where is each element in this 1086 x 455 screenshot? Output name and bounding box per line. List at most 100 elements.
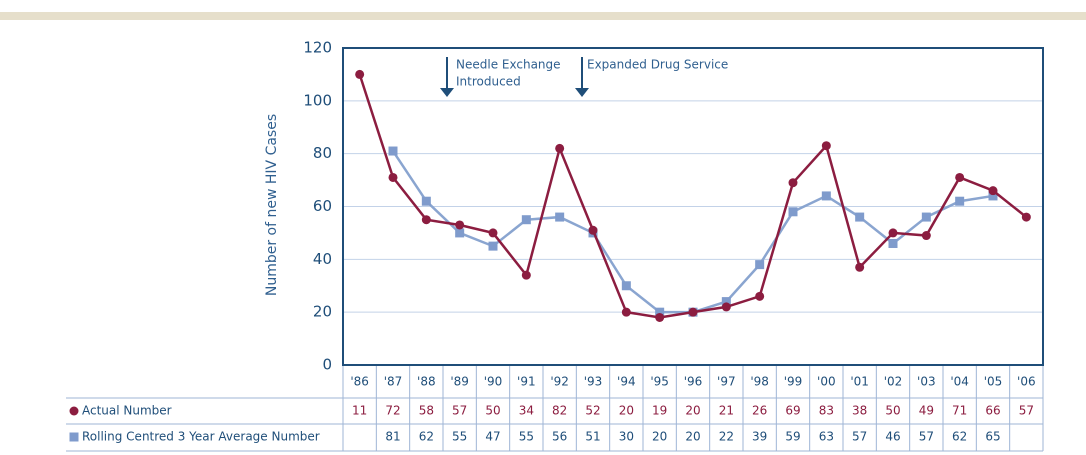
legend-marker xyxy=(69,406,79,416)
annotation: Expanded Drug Service xyxy=(587,58,728,72)
table-cell: 38 xyxy=(852,404,867,418)
table-cell: 65 xyxy=(985,430,1000,444)
table-cell: 55 xyxy=(519,430,534,444)
point xyxy=(988,186,998,196)
x-tick-label: '95 xyxy=(650,375,669,389)
table-cell: 20 xyxy=(685,430,700,444)
point xyxy=(355,69,365,79)
table-cell: 57 xyxy=(452,404,467,418)
x-tick-label: '88 xyxy=(417,375,436,389)
x-tick-label: '98 xyxy=(750,375,769,389)
table-cell: 71 xyxy=(952,404,967,418)
point xyxy=(455,228,465,238)
point xyxy=(721,302,731,312)
table-cell: 63 xyxy=(819,430,834,444)
x-tick-label: '01 xyxy=(850,375,869,389)
y-tick-label: 60 xyxy=(313,197,332,215)
x-tick-label: '06 xyxy=(1017,375,1036,389)
table-cell: 69 xyxy=(785,404,800,418)
x-tick-label: '00 xyxy=(817,375,836,389)
table-cell: 82 xyxy=(552,404,567,418)
legend-label: Rolling Centred 3 Year Average Number xyxy=(82,430,320,444)
table-cell: 22 xyxy=(719,430,734,444)
point xyxy=(921,231,931,241)
point xyxy=(588,225,598,235)
series-line xyxy=(358,74,1028,319)
table-cell: 58 xyxy=(419,404,434,418)
x-tick-label: '03 xyxy=(917,375,936,389)
x-tick-label: '04 xyxy=(950,375,969,389)
point xyxy=(755,291,765,301)
point xyxy=(755,260,765,270)
point xyxy=(821,141,831,151)
point xyxy=(655,307,665,317)
point xyxy=(388,172,398,182)
y-axis-label: Number of new HIV Cases xyxy=(264,114,280,296)
point xyxy=(721,297,731,307)
point xyxy=(888,228,898,238)
table-cell: 11 xyxy=(352,404,367,418)
table-cell: 62 xyxy=(952,430,967,444)
point xyxy=(788,178,798,188)
annotation: Introduced xyxy=(456,75,521,89)
table-cell: 20 xyxy=(619,404,634,418)
annotation-arrowhead xyxy=(575,88,589,97)
table-cell: 47 xyxy=(485,430,500,444)
point xyxy=(821,191,831,201)
y-tick-label: 20 xyxy=(313,303,332,321)
annotation-arrowhead xyxy=(440,88,454,97)
table-cell: 21 xyxy=(719,404,734,418)
table-cell: 20 xyxy=(685,404,700,418)
point xyxy=(555,212,565,222)
table-cell: 49 xyxy=(919,404,934,418)
point xyxy=(688,307,698,317)
plot-frame xyxy=(342,47,1044,366)
x-tick-label: '87 xyxy=(384,375,403,389)
x-tick-label: '94 xyxy=(617,375,636,389)
point xyxy=(521,270,531,280)
table-cell: 72 xyxy=(385,404,400,418)
table-cell: 62 xyxy=(419,430,434,444)
y-tick-label: 120 xyxy=(303,39,332,57)
table-cell: 81 xyxy=(385,430,400,444)
table-cell: 57 xyxy=(919,430,934,444)
point xyxy=(521,215,531,225)
point xyxy=(955,172,965,182)
table-cell: 19 xyxy=(652,404,667,418)
point xyxy=(655,312,665,322)
x-tick-label: '02 xyxy=(884,375,903,389)
table-cell: 30 xyxy=(619,430,634,444)
x-tick-label: '96 xyxy=(684,375,703,389)
table-cell: 66 xyxy=(985,404,1000,418)
point xyxy=(621,307,631,317)
top-band xyxy=(0,12,1086,20)
point xyxy=(1021,212,1031,222)
point xyxy=(421,196,431,206)
x-tick-label: '05 xyxy=(984,375,1003,389)
y-tick-label: 40 xyxy=(313,250,332,268)
legend-marker xyxy=(69,432,79,442)
point xyxy=(855,262,865,272)
table-cell: 56 xyxy=(552,430,567,444)
x-tick-label: '89 xyxy=(450,375,469,389)
x-tick-label: '92 xyxy=(550,375,569,389)
table-cell: 26 xyxy=(752,404,767,418)
point xyxy=(788,207,798,217)
point xyxy=(888,238,898,248)
point xyxy=(555,143,565,153)
table-cell: 59 xyxy=(785,430,800,444)
point xyxy=(488,228,498,238)
table-cell: 50 xyxy=(885,404,900,418)
x-tick-label: '97 xyxy=(717,375,736,389)
y-tick-label: 80 xyxy=(313,144,332,162)
x-tick-label: '86 xyxy=(350,375,369,389)
point xyxy=(488,241,498,251)
x-tick-label: '91 xyxy=(517,375,536,389)
point xyxy=(388,146,398,156)
point xyxy=(621,281,631,291)
table-cell: 51 xyxy=(585,430,600,444)
x-tick-label: '90 xyxy=(484,375,503,389)
point xyxy=(421,215,431,225)
table-cell: 55 xyxy=(452,430,467,444)
